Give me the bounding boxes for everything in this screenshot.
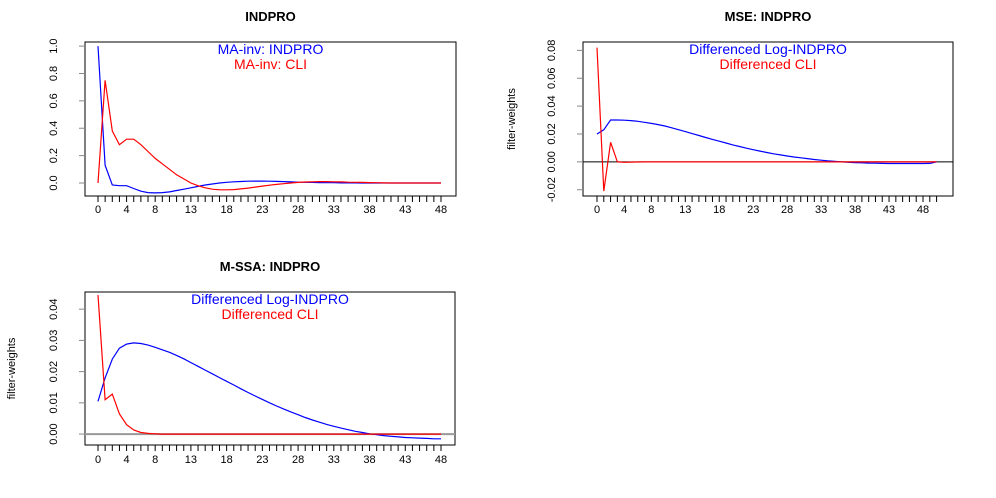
series-line-red xyxy=(596,47,937,192)
x-tick-label: 18 xyxy=(221,204,233,216)
y-tick-label: 0.2 xyxy=(48,148,60,163)
x-tick-label: 23 xyxy=(256,204,268,216)
chart-title: INDPRO xyxy=(245,9,296,24)
x-tick-label: 43 xyxy=(399,454,411,466)
y-tick-label: 1.0 xyxy=(48,38,60,53)
x-tick-label: 13 xyxy=(185,204,197,216)
x-tick-label: 33 xyxy=(328,454,340,466)
x-tick-label: 18 xyxy=(713,204,725,216)
plot-box xyxy=(84,41,457,197)
series-line-blue xyxy=(97,342,441,440)
x-tick-label: 33 xyxy=(328,204,340,216)
x-tick-label: 38 xyxy=(363,204,375,216)
x-tick-label: 8 xyxy=(152,454,158,466)
x-tick-label: 4 xyxy=(124,204,130,216)
legend-entry: Differenced Log-INDPRO xyxy=(191,291,349,307)
plot-box xyxy=(582,41,954,197)
legend-entry: MA-inv: CLI xyxy=(234,56,307,72)
x-tick-label: 33 xyxy=(815,204,827,216)
y-tick-label: 0.04 xyxy=(48,298,60,319)
x-tick-label: 43 xyxy=(399,204,411,216)
legend-entry: Differenced Log-INDPRO xyxy=(689,41,847,57)
x-tick-label: 8 xyxy=(648,204,654,216)
y-tick-label: 0.6 xyxy=(48,93,60,108)
x-tick-label: 4 xyxy=(621,204,627,216)
x-tick-label: 43 xyxy=(883,204,895,216)
series-line-blue xyxy=(596,119,937,165)
y-tick-label: 0.08 xyxy=(546,40,558,61)
x-tick-label: 13 xyxy=(679,204,691,216)
x-tick-label: 28 xyxy=(781,204,793,216)
x-tick-label: 0 xyxy=(95,454,101,466)
x-tick-label: 28 xyxy=(292,204,304,216)
x-tick-label: 48 xyxy=(435,454,447,466)
x-tick-label: 23 xyxy=(256,454,268,466)
y-tick-label: 0.06 xyxy=(546,68,558,89)
x-tick-label: 0 xyxy=(95,204,101,216)
x-tick-label: 0 xyxy=(594,204,600,216)
x-tick-label: 18 xyxy=(221,454,233,466)
y-tick-label: 0.01 xyxy=(48,392,60,413)
legend-entry: Differenced CLI xyxy=(221,306,318,322)
y-tick-label: 0.03 xyxy=(48,330,60,351)
y-tick-label: 0.00 xyxy=(546,151,558,172)
x-tick-label: 23 xyxy=(747,204,759,216)
x-tick-label: 28 xyxy=(292,454,304,466)
x-tick-label: 8 xyxy=(152,204,158,216)
chart-title: MSE: INDPRO xyxy=(725,9,812,24)
series-line-red xyxy=(97,80,441,191)
x-tick-label: 4 xyxy=(124,454,130,466)
y-tick-label: 0.02 xyxy=(48,361,60,382)
x-tick-label: 48 xyxy=(435,204,447,216)
x-tick-label: 48 xyxy=(917,204,929,216)
y-tick-label: 0.0 xyxy=(48,175,60,190)
y-tick-label: 0.8 xyxy=(48,66,60,81)
legend-entry: Differenced CLI xyxy=(719,56,816,72)
y-tick-label: -0.02 xyxy=(546,177,558,202)
y-axis-label: filter-weights xyxy=(6,337,18,399)
x-tick-label: 13 xyxy=(185,454,197,466)
series-line-red xyxy=(97,295,441,435)
legend-entry: MA-inv: INDPRO xyxy=(218,41,324,57)
y-tick-label: 0.4 xyxy=(48,121,60,136)
chart-title: M-SSA: INDPRO xyxy=(220,259,320,274)
x-tick-label: 38 xyxy=(849,204,861,216)
y-tick-label: 0.00 xyxy=(48,423,60,444)
y-axis-label: filter-weights xyxy=(506,88,518,150)
y-tick-label: 0.02 xyxy=(546,123,558,144)
y-tick-label: 0.04 xyxy=(546,95,558,116)
x-tick-label: 38 xyxy=(363,454,375,466)
